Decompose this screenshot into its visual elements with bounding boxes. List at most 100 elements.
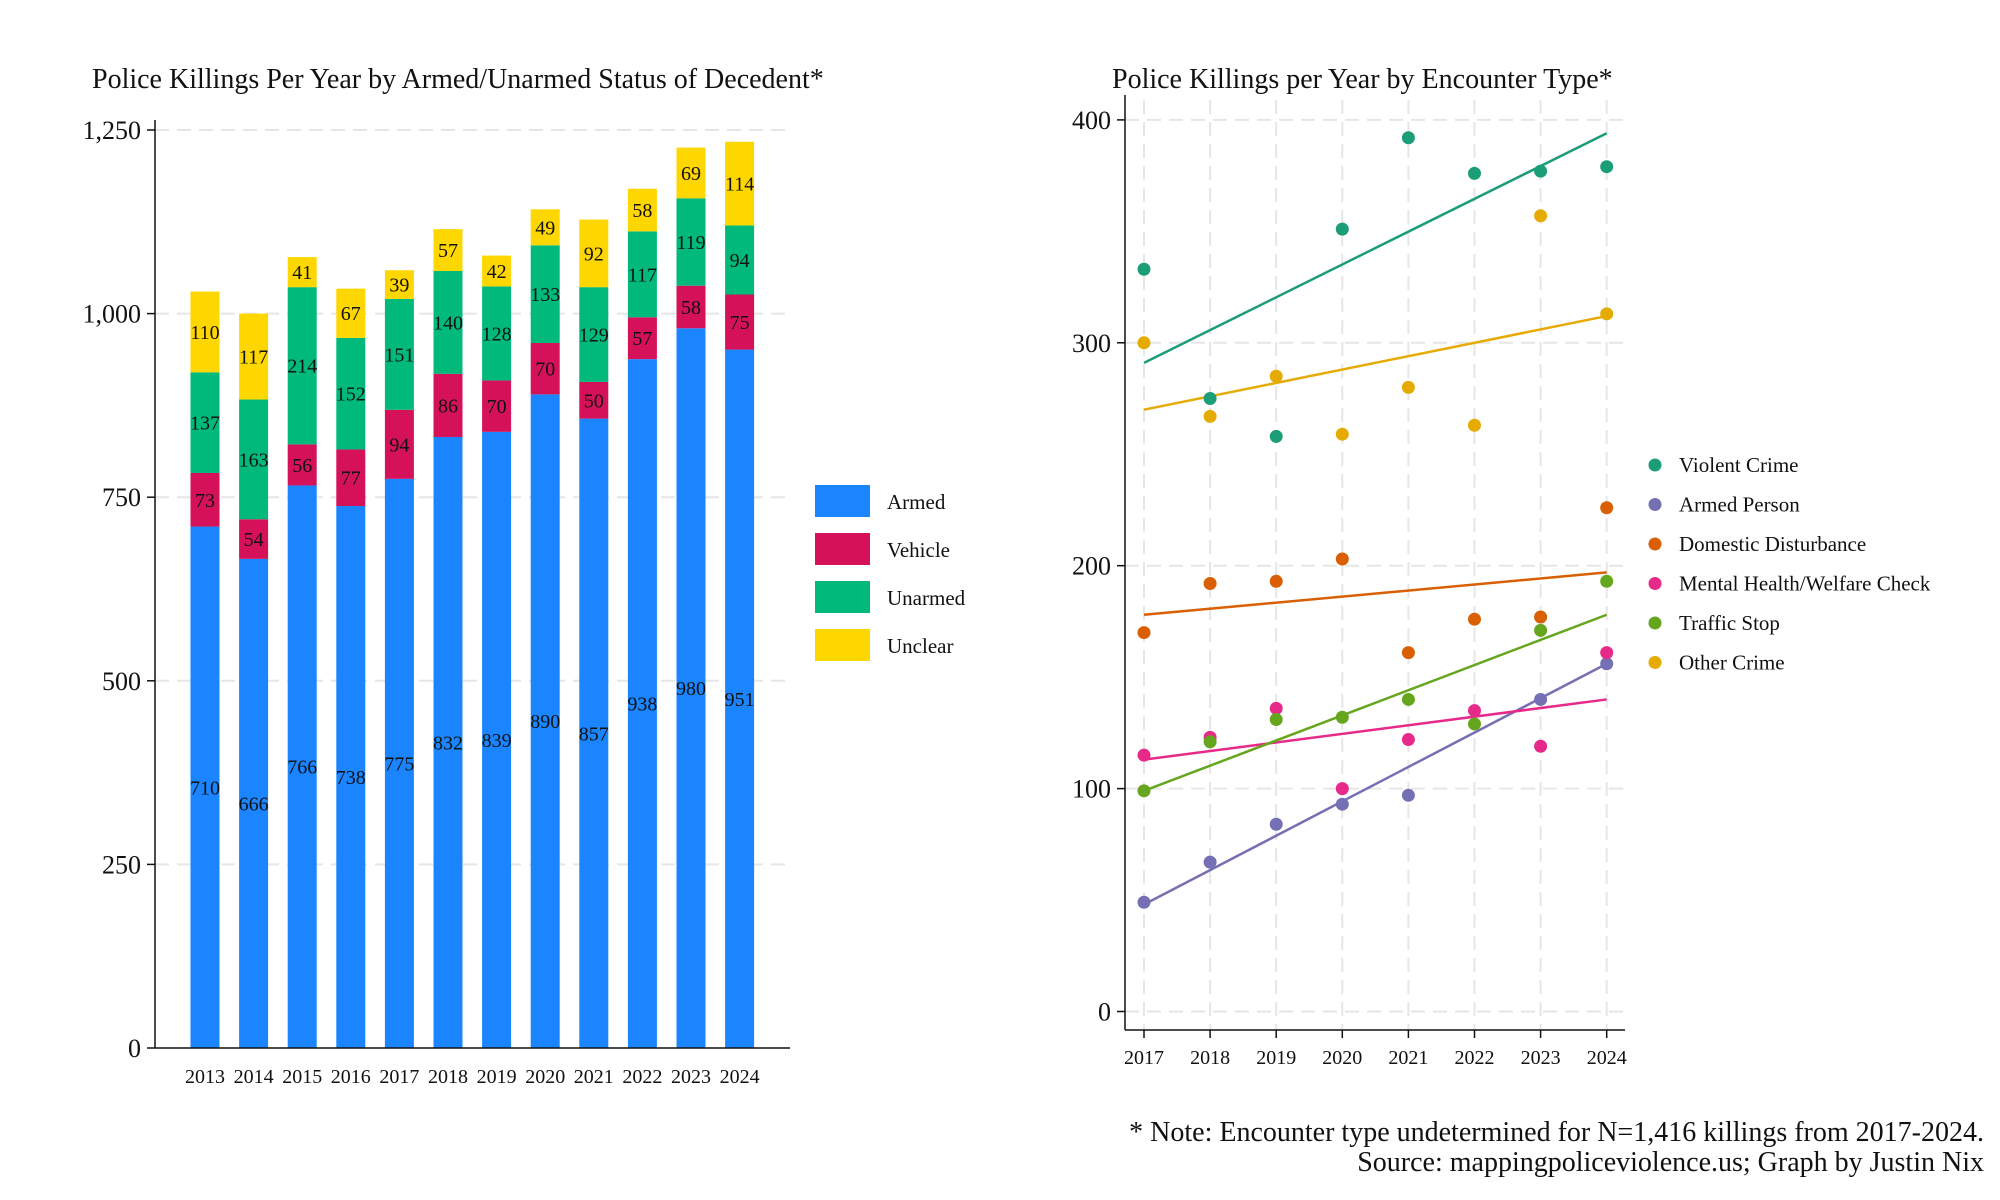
bar-unarmed-2024 [725, 225, 755, 295]
bar-unclear-2013 [190, 291, 220, 373]
left-x-tick-label: 2017 [379, 1066, 419, 1088]
bar-unarmed-2018 [433, 271, 463, 374]
bar-unarmed-2020 [530, 245, 560, 343]
legend-marker-traffic-stop [1648, 616, 1662, 630]
right-y-tick-label: 300 [1072, 329, 1111, 358]
point-other-crime-2017 [1137, 336, 1151, 350]
bar-armed-2013 [190, 526, 220, 1048]
point-violent-crime-2023 [1534, 164, 1548, 178]
left-x-tick-label: 2013 [185, 1066, 225, 1088]
right-x-tick-label: 2023 [1521, 1047, 1561, 1069]
point-other-crime-2022 [1468, 418, 1481, 432]
legend-marker-other-crime [1648, 656, 1662, 669]
left-y-tick-label: 0 [128, 1034, 141, 1063]
bar-unarmed-2014 [239, 399, 269, 520]
point-mental-health-welfare-check-2021 [1401, 733, 1415, 747]
bar-label-armed-2021: 857 [579, 723, 609, 745]
right-x-tick-label: 2020 [1322, 1047, 1362, 1069]
point-domestic-disturbance-2017 [1137, 626, 1151, 640]
bar-label-armed-2020: 890 [530, 711, 560, 733]
point-domestic-disturbance-2018 [1203, 577, 1217, 591]
point-mental-health-welfare-check-2020 [1335, 782, 1349, 796]
left-y-tick-label: 250 [102, 850, 141, 879]
legend-label-other-crime: Other Crime [1679, 651, 1785, 675]
point-traffic-stop-2021 [1401, 692, 1415, 706]
bar-label-unarmed-2022: 117 [628, 264, 657, 286]
right-gridlines [1125, 100, 1625, 1030]
point-armed-person-2018 [1203, 855, 1217, 869]
point-mental-health-welfare-check-2017 [1137, 748, 1151, 762]
bar-label-armed-2018: 832 [433, 732, 463, 754]
legend-marker-mental-health-welfare-check [1648, 577, 1662, 590]
legend-swatch-vehicle [815, 533, 870, 565]
point-other-crime-2018 [1203, 409, 1217, 423]
point-domestic-disturbance-2023 [1534, 610, 1548, 624]
point-armed-person-2017 [1137, 895, 1151, 909]
point-mental-health-welfare-check-2022 [1468, 704, 1481, 718]
left-x-tick-label: 2024 [720, 1066, 760, 1088]
right-y-tick-label: 100 [1072, 775, 1111, 804]
legend-label-unarmed: Unarmed [887, 586, 966, 610]
left-x-tick-label: 2023 [671, 1066, 711, 1088]
bar-label-unarmed-2023: 119 [676, 232, 705, 254]
left-axes: 0 250 500 750 1,000 1,250 2013 2014 2015 2016 2017… [83, 116, 790, 1088]
bar-armed-2017 [384, 478, 414, 1049]
right-y-tick-label: 0 [1098, 998, 1111, 1027]
bar-label-vehicle-2013: 73 [195, 490, 215, 512]
bar-label-unclear-2013: 110 [190, 322, 219, 344]
point-violent-crime-2019 [1269, 429, 1283, 443]
bar-label-armed-2016: 738 [336, 767, 366, 789]
bar-unclear-2023 [676, 147, 706, 199]
bar-label-unarmed-2017: 151 [384, 344, 414, 366]
bar-vehicle-2020 [530, 342, 560, 395]
bar-vehicle-2014 [239, 519, 269, 559]
point-domestic-disturbance-2021 [1401, 646, 1415, 660]
bar-unclear-2021 [579, 219, 609, 288]
bar-armed-2016 [336, 506, 366, 1048]
left-y-tick-label: 1,250 [83, 116, 142, 145]
legend-marker-domestic-disturbance [1648, 537, 1662, 551]
bar-vehicle-2013 [190, 472, 220, 527]
point-traffic-stop-2022 [1468, 717, 1481, 731]
bar-label-unclear-2015: 41 [292, 262, 312, 284]
point-violent-crime-2020 [1335, 222, 1349, 236]
bar-unarmed-2015 [287, 287, 317, 445]
point-violent-crime-2022 [1468, 166, 1481, 180]
bar-label-vehicle-2023: 58 [681, 297, 701, 319]
bar-label-unclear-2023: 69 [681, 163, 701, 185]
bar-vehicle-2021 [579, 381, 609, 419]
bar-label-vehicle-2015: 56 [292, 455, 312, 477]
bar-label-unarmed-2024: 94 [730, 250, 750, 272]
point-violent-crime-2024 [1600, 160, 1614, 174]
point-traffic-stop-2018 [1203, 735, 1217, 749]
bar-label-unclear-2014: 117 [239, 347, 268, 369]
bar-unclear-2024 [725, 141, 755, 226]
bar-label-armed-2014: 666 [239, 793, 269, 815]
bar-label-unarmed-2020: 133 [530, 284, 560, 306]
legend-label-domestic-disturbance: Domestic Disturbance [1679, 532, 1866, 556]
right-chart-encounter-type: Police Killings per Year by Encounter Ty… [1072, 64, 1931, 1069]
point-armed-person-2020 [1335, 797, 1349, 811]
right-chart-title: Police Killings per Year by Encounter Ty… [1112, 64, 1613, 95]
legend-swatch-unarmed [815, 581, 870, 613]
bar-label-vehicle-2022: 57 [632, 328, 652, 350]
bar-vehicle-2016 [336, 449, 366, 507]
legend-label-violent-crime: Violent Crime [1679, 453, 1798, 477]
bar-label-armed-2022: 938 [627, 694, 657, 716]
left-x-tick-label: 2018 [428, 1066, 468, 1088]
bar-label-unclear-2024: 114 [725, 174, 754, 196]
left-y-tick-label: 1,000 [83, 300, 142, 329]
left-legend: Armed Vehicle Unarmed Unclear [815, 485, 966, 661]
legend-label-traffic-stop: Traffic Stop [1679, 611, 1780, 635]
bar-label-unclear-2022: 58 [632, 200, 652, 222]
bar-armed-2015 [287, 485, 317, 1048]
point-domestic-disturbance-2020 [1335, 552, 1349, 566]
left-chart-title: Police Killings Per Year by Armed/Unarme… [92, 64, 824, 95]
bar-label-armed-2019: 839 [482, 730, 512, 752]
point-armed-person-2021 [1401, 788, 1415, 802]
bar-unarmed-2023 [676, 198, 706, 286]
bar-vehicle-2023 [676, 285, 706, 329]
point-domestic-disturbance-2019 [1269, 574, 1283, 588]
bar-label-unclear-2017: 39 [389, 275, 409, 297]
left-x-tick-label: 2019 [477, 1066, 517, 1088]
